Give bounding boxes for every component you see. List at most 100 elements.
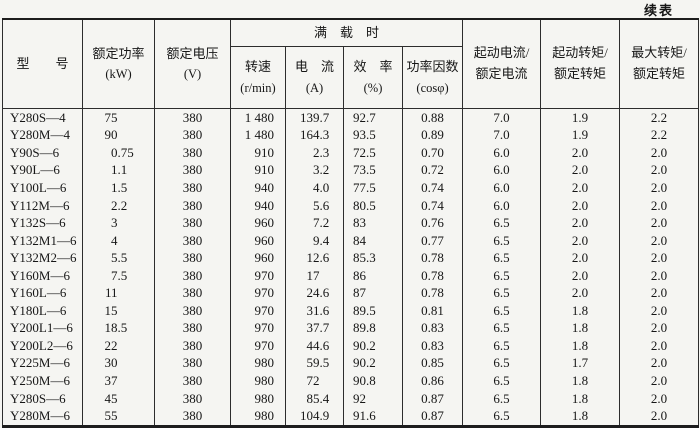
cell-start-torque-ratio: 2.0 bbox=[540, 249, 621, 267]
speed-label: 转速 bbox=[244, 59, 271, 75]
cell-model: Y180L—6 bbox=[2, 302, 83, 320]
cell-current: 164.3 bbox=[285, 126, 344, 145]
rated-power-label: 额定功率 bbox=[92, 45, 145, 61]
cell-start-torque-ratio: 2.0 bbox=[540, 214, 621, 232]
cell-start-current-ratio: 6.5 bbox=[462, 302, 542, 320]
table-body: Y280S—4 75 380 1 480 139.7 92.7 0.88 7.0 1.9 2.2 Y… bbox=[2, 108, 700, 427]
table-row: Y132M2—6 5.5 380 960 12.6 85.3 0.78 6.5 2.0 2.0 bbox=[2, 249, 700, 267]
cell-current: 59.5 bbox=[285, 354, 344, 373]
cell-current: 72 bbox=[285, 372, 344, 390]
cell-start-torque-ratio: 1.9 bbox=[540, 108, 621, 127]
cell-rated-voltage: 380 bbox=[154, 161, 231, 180]
power-factor-unit: (cosφ) bbox=[416, 80, 449, 95]
cell-model: Y200L1—6 bbox=[2, 319, 83, 338]
col-header-model-label: 型 号 bbox=[16, 55, 69, 71]
col-header-power-factor: 功率因数 (cosφ) bbox=[401, 46, 464, 109]
cell-power-factor: 0.85 bbox=[401, 354, 464, 373]
cell-current: 9.4 bbox=[285, 231, 344, 250]
cell-start-torque-ratio: 1.8 bbox=[540, 389, 621, 408]
cell-max-torque-ratio: 2.0 bbox=[619, 337, 700, 355]
cell-efficiency: 72.5 bbox=[343, 144, 403, 162]
cell-efficiency: 83 bbox=[343, 214, 403, 232]
cell-speed: 960 bbox=[230, 231, 286, 250]
cell-rated-power: 11 bbox=[82, 284, 155, 303]
cell-efficiency: 89.8 bbox=[343, 319, 403, 338]
cell-rated-voltage: 380 bbox=[154, 144, 231, 162]
cell-start-current-ratio: 6.5 bbox=[462, 372, 542, 390]
cell-rated-power: 2.2 bbox=[82, 196, 155, 215]
cell-efficiency: 90.2 bbox=[343, 354, 403, 373]
table-row: Y200L1—6 18.5 380 970 37.7 89.8 0.83 6.5 1.8 2.0 bbox=[2, 319, 700, 338]
cell-start-current-ratio: 6.5 bbox=[462, 389, 542, 408]
cell-start-torque-ratio: 2.0 bbox=[540, 179, 621, 197]
cell-rated-voltage: 380 bbox=[154, 372, 231, 390]
cell-speed: 970 bbox=[230, 302, 286, 320]
cell-max-torque-ratio: 2.0 bbox=[619, 302, 700, 320]
cell-efficiency: 86 bbox=[343, 266, 403, 285]
efficiency-label: 效 率 bbox=[353, 59, 393, 75]
cell-efficiency: 73.5 bbox=[343, 161, 403, 180]
cell-rated-power: 45 bbox=[82, 389, 155, 408]
cell-power-factor: 0.83 bbox=[401, 337, 464, 355]
cell-rated-voltage: 380 bbox=[154, 214, 231, 232]
cell-start-current-ratio: 6.5 bbox=[462, 337, 542, 355]
cell-start-torque-ratio: 1.8 bbox=[540, 302, 621, 320]
max-torque-ratio-l2: 额定转矩 bbox=[633, 66, 686, 81]
col-header-current: 电 流 (A) bbox=[285, 46, 344, 109]
col-header-max-torque-ratio: 最大转矩/ 额定转矩 bbox=[619, 18, 700, 109]
cell-speed: 940 bbox=[230, 196, 286, 215]
cell-speed: 1 480 bbox=[230, 126, 286, 145]
cell-model: Y280M—4 bbox=[2, 126, 83, 145]
cell-power-factor: 0.87 bbox=[401, 407, 464, 427]
cell-efficiency: 89.5 bbox=[343, 302, 403, 320]
rated-voltage-unit: (V) bbox=[183, 67, 202, 82]
cell-model: Y200L2—6 bbox=[2, 337, 83, 355]
cell-efficiency: 80.5 bbox=[343, 196, 403, 215]
cell-speed: 1 480 bbox=[230, 108, 286, 127]
table-row: Y90L—6 1.1 380 910 3.2 73.5 0.72 6.0 2.0 2.0 bbox=[2, 161, 700, 180]
col-header-speed: 转速 (r/min) bbox=[230, 46, 286, 109]
cell-start-current-ratio: 6.0 bbox=[462, 144, 542, 162]
max-torque-ratio-l1: 最大转矩/ bbox=[631, 45, 687, 61]
cell-rated-power: 55 bbox=[82, 407, 155, 427]
cell-efficiency: 85.3 bbox=[343, 249, 403, 267]
cell-power-factor: 0.70 bbox=[401, 144, 464, 162]
table-row: Y250M—6 37 380 980 72 90.8 0.86 6.5 1.8 2.0 bbox=[2, 372, 700, 390]
col-header-model: 型 号 bbox=[2, 18, 83, 109]
cell-model: Y280S—4 bbox=[2, 108, 83, 127]
cell-max-torque-ratio: 2.0 bbox=[619, 284, 700, 303]
cell-speed: 980 bbox=[230, 389, 286, 408]
table-row: Y280M—6 55 380 980 104.9 91.6 0.87 6.5 1.8 2.0 bbox=[2, 407, 700, 427]
cell-rated-power: 22 bbox=[82, 337, 155, 355]
table-row: Y90S—6 0.75 380 910 2.3 72.5 0.70 6.0 2.0 2.0 bbox=[2, 144, 700, 162]
continued-table-label: 续表 bbox=[643, 3, 674, 18]
cell-model: Y132M1—6 bbox=[2, 231, 83, 250]
cell-model: Y100L—6 bbox=[2, 179, 83, 197]
current-label: 电 流 bbox=[294, 59, 334, 75]
cell-power-factor: 0.89 bbox=[401, 126, 464, 145]
table-row: Y132M1—6 4 380 960 9.4 84 0.77 6.5 2.0 2.0 bbox=[2, 231, 700, 250]
cell-model: Y160M—6 bbox=[2, 266, 83, 285]
table-row: Y160M—6 7.5 380 970 17 86 0.78 6.5 2.0 2.0 bbox=[2, 266, 700, 285]
cell-start-torque-ratio: 2.0 bbox=[540, 144, 621, 162]
cell-power-factor: 0.74 bbox=[401, 196, 464, 215]
table-row: Y225M—6 30 380 980 59.5 90.2 0.85 6.5 1.7 2.0 bbox=[2, 354, 700, 373]
cell-efficiency: 90.2 bbox=[343, 337, 403, 355]
cell-start-current-ratio: 6.5 bbox=[462, 214, 542, 232]
cell-start-current-ratio: 6.0 bbox=[462, 196, 542, 215]
start-current-ratio-l1: 起动电流/ bbox=[473, 45, 530, 61]
table-row: Y200L2—6 22 380 970 44.6 90.2 0.83 6.5 1.8 2.0 bbox=[2, 337, 700, 355]
cell-model: Y250M—6 bbox=[2, 372, 83, 390]
cell-max-torque-ratio: 2.0 bbox=[619, 407, 700, 427]
start-torque-ratio-l2: 额定转矩 bbox=[554, 66, 607, 81]
cell-power-factor: 0.72 bbox=[401, 161, 464, 180]
cell-speed: 970 bbox=[230, 284, 286, 303]
cell-max-torque-ratio: 2.2 bbox=[619, 108, 700, 127]
cell-current: 44.6 bbox=[285, 337, 344, 355]
cell-rated-power: 1.1 bbox=[82, 161, 155, 180]
cell-rated-power: 5.5 bbox=[82, 249, 155, 267]
cell-power-factor: 0.87 bbox=[401, 389, 464, 408]
cell-start-current-ratio: 6.5 bbox=[462, 231, 542, 250]
rated-power-unit: (kW) bbox=[105, 67, 132, 82]
cell-efficiency: 77.5 bbox=[343, 179, 403, 197]
